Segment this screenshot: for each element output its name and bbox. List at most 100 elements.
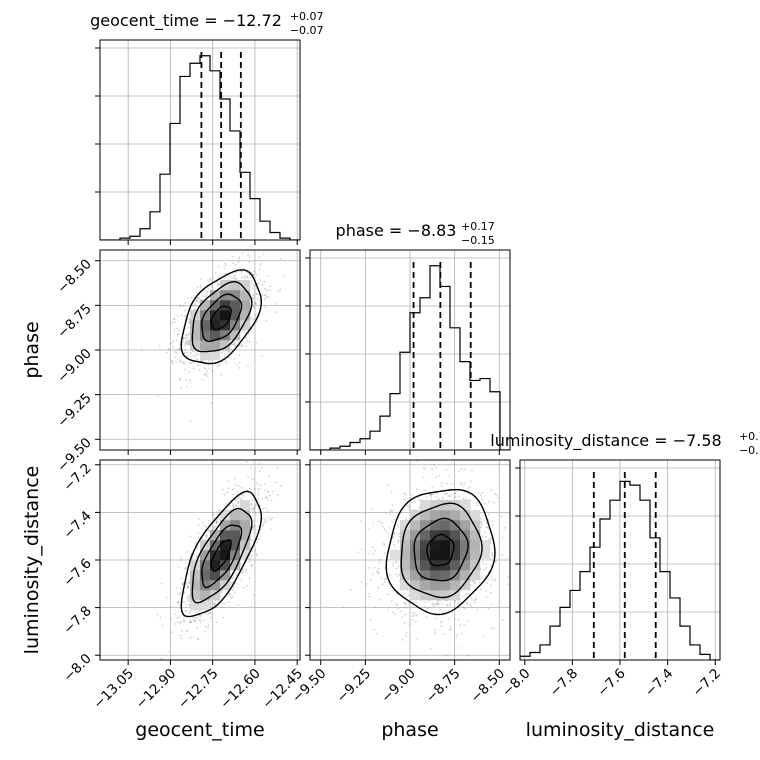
sample-point — [416, 637, 419, 640]
sample-point — [414, 611, 417, 614]
sample-point — [222, 488, 224, 491]
sample-point — [475, 598, 478, 601]
contour-level-2 — [400, 502, 483, 599]
sample-point — [248, 273, 251, 276]
sample-point — [392, 564, 395, 567]
sample-point — [457, 601, 460, 604]
sample-point — [485, 595, 488, 598]
sample-point — [472, 599, 475, 602]
sample-point — [221, 357, 223, 360]
sample-point — [253, 270, 255, 273]
grid-2-2 — [520, 460, 720, 660]
sample-point — [426, 609, 428, 612]
sample-point — [469, 480, 472, 483]
sample-point — [207, 363, 210, 366]
sample-point — [436, 602, 438, 605]
sample-point — [481, 576, 484, 579]
sample-point — [435, 476, 437, 478]
sample-point — [387, 593, 389, 595]
panel-frame-0-0 — [99, 39, 301, 241]
sample-point — [401, 639, 404, 641]
sample-point — [445, 603, 448, 606]
density-bin — [210, 340, 221, 351]
sample-point — [501, 554, 504, 556]
sample-point — [251, 526, 254, 529]
sample-point — [490, 591, 492, 594]
sample-point — [408, 509, 411, 512]
sample-point — [449, 602, 451, 605]
density-bin — [220, 560, 231, 571]
density-bin — [200, 330, 211, 341]
density-bin — [230, 530, 241, 541]
sample-point — [280, 484, 282, 487]
density-bin — [440, 580, 451, 591]
sample-point — [424, 467, 426, 470]
sample-point — [432, 602, 435, 605]
sample-point — [389, 573, 392, 576]
sample-point — [431, 486, 434, 489]
sample-point — [189, 621, 191, 624]
sample-point — [462, 485, 465, 487]
sample-point — [487, 500, 490, 503]
sample-point — [397, 607, 400, 610]
sample-point — [249, 466, 252, 469]
sample-point — [254, 301, 257, 304]
density-bin — [400, 570, 411, 581]
sample-point — [254, 511, 257, 514]
sample-point — [186, 583, 189, 586]
sample-point — [195, 352, 198, 355]
sample-point — [232, 504, 235, 506]
density-bin — [210, 290, 221, 301]
sample-point — [186, 340, 188, 343]
density-bin — [210, 330, 221, 341]
sample-point — [410, 493, 413, 496]
sample-point — [224, 273, 226, 276]
sample-point — [482, 635, 485, 638]
sample-point — [248, 268, 251, 271]
sample-point — [357, 551, 359, 554]
sample-point — [478, 581, 481, 583]
contour-level-2 — [191, 507, 253, 604]
sample-point — [434, 632, 436, 634]
sample-point — [183, 619, 186, 621]
sample-point — [414, 500, 416, 503]
sample-point — [496, 493, 498, 496]
sample-point — [224, 360, 227, 363]
sample-point — [186, 629, 188, 632]
sample-point — [224, 276, 227, 279]
sample-point — [189, 619, 192, 622]
sample-point — [180, 314, 183, 317]
sample-point — [223, 602, 225, 605]
sample-point — [217, 365, 220, 368]
sample-point — [276, 466, 279, 469]
sample-point — [466, 654, 469, 657]
sample-point — [404, 622, 406, 625]
x-axis-label-luminosity_distance: luminosity_distance — [526, 719, 715, 741]
density-bin — [450, 530, 461, 541]
sample-point — [208, 278, 211, 280]
sample-point — [250, 317, 253, 320]
sample-point — [249, 277, 252, 279]
sample-point — [463, 468, 466, 471]
sample-point — [411, 611, 414, 614]
sample-point — [179, 591, 182, 594]
density-bin — [470, 560, 481, 571]
sample-point — [196, 555, 199, 557]
sample-point — [225, 272, 227, 275]
density-bin — [420, 530, 431, 541]
sample-point — [196, 548, 198, 551]
sample-point — [377, 586, 380, 589]
density-bin — [450, 540, 461, 551]
sample-point — [196, 546, 199, 549]
sample-point — [466, 602, 468, 605]
sample-point — [258, 268, 261, 271]
sample-point — [175, 348, 178, 351]
sample-point — [375, 632, 378, 635]
sample-point — [460, 468, 463, 470]
sample-point — [484, 531, 486, 534]
sample-point — [235, 505, 238, 508]
sample-point — [493, 501, 495, 504]
sample-point — [462, 605, 464, 608]
sample-point — [237, 502, 240, 505]
density-bin — [200, 580, 211, 591]
